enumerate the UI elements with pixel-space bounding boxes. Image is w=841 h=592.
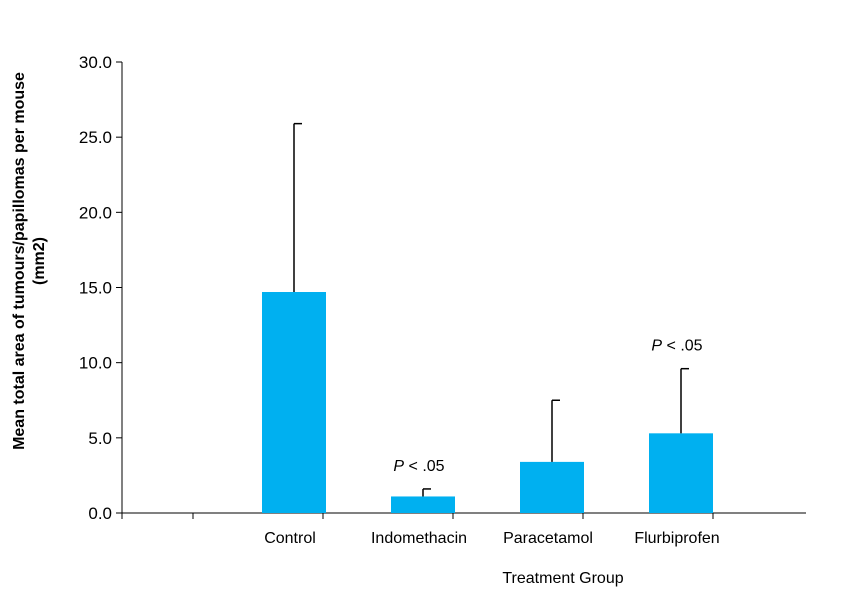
y-tick-label: 0.0: [88, 504, 112, 523]
bars: [262, 292, 713, 513]
bar-control: [262, 292, 326, 513]
category-label: Indomethacin: [371, 530, 467, 547]
category-label: Paracetamol: [503, 530, 593, 547]
y-tick-label: 15.0: [79, 279, 112, 298]
y-tick-label: 30.0: [79, 53, 112, 72]
x-axis-label: Treatment Group: [502, 570, 623, 587]
p-value-annotation: P < .05: [651, 338, 702, 355]
y-tick-label: 10.0: [79, 354, 112, 373]
category-label: Control: [264, 530, 316, 547]
error-bars: [293, 122, 689, 497]
p-symbol: P: [651, 338, 662, 355]
y-axis-label: Mean total area of tumours/papillomas pe…: [11, 72, 28, 450]
p-threshold: < .05: [662, 338, 703, 355]
y-axis-label-unit: (mm2): [31, 237, 48, 285]
bar-flurbiprofen: [649, 433, 713, 513]
bar-paracetamol: [520, 461, 584, 513]
y-axis-label-line-2: (mm2): [31, 237, 48, 285]
category-labels: Control Indomethacin Paracetamol Flurbiprof…: [264, 530, 719, 547]
y-axis: 0.0 5.0 10.0 15.0 20.0 25.0 30.0: [79, 53, 123, 523]
y-tick-label: 5.0: [88, 429, 112, 448]
y-tick-label: 20.0: [79, 203, 112, 222]
p-symbol: P: [393, 458, 404, 475]
bar-indomethacin: [391, 496, 455, 513]
p-threshold: < .05: [404, 458, 445, 475]
p-value-annotation: P < .05: [393, 458, 444, 475]
category-label: Flurbiprofen: [634, 530, 719, 547]
y-tick-label: 25.0: [79, 128, 112, 147]
y-axis-label-line-1: Mean total area of tumours/papillomas pe…: [11, 72, 28, 450]
x-axis: [121, 512, 806, 519]
annotations: P < .05P < .05: [393, 338, 702, 475]
